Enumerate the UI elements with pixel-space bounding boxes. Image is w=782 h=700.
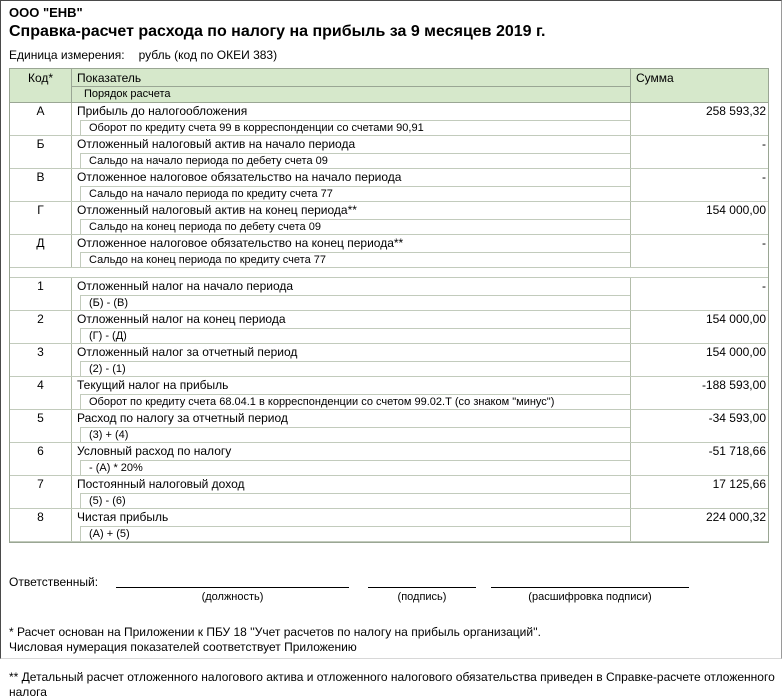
row-indicator: Расход по налогу за отчетный период <box>77 411 288 425</box>
row-sum: 17 125,66 <box>630 476 770 508</box>
row-code: Д <box>10 235 72 267</box>
company-name: ООО "ЕНВ" <box>9 5 83 20</box>
row-calc-order: (Г) - (Д) <box>80 328 630 343</box>
table-row: 4 Текущий налог на прибыль Оборот по кре… <box>10 377 768 410</box>
footnote-star-line1: * Расчет основан на Приложении к ПБУ 18 … <box>9 625 541 639</box>
table-row: 8 Чистая прибыль (А) + (5) 224 000,32 <box>10 509 768 542</box>
table-row: В Отложенное налоговое обязательство на … <box>10 169 768 202</box>
row-sum: - <box>630 235 770 267</box>
row-calc-order: - (А) * 20% <box>80 460 630 475</box>
row-code: В <box>10 169 72 201</box>
footnote-star-line2: Числовая нумерация показателей соответст… <box>9 640 357 654</box>
row-sum: 154 000,00 <box>630 202 770 234</box>
row-sum: -188 593,00 <box>630 377 770 409</box>
row-sum: - <box>630 169 770 201</box>
row-indicator: Отложенное налоговое обязательство на на… <box>77 170 402 184</box>
row-calc-order: (2) - (1) <box>80 361 630 376</box>
footnotes: * Расчет основан на Приложении к ПБУ 18 … <box>9 625 781 700</box>
row-calc-order: Сальдо на начало периода по кредиту счет… <box>80 186 630 201</box>
row-code: 7 <box>10 476 72 508</box>
row-code: 6 <box>10 443 72 475</box>
signature-line-sign <box>368 573 476 588</box>
row-calc-order: Сальдо на конец периода по кредиту счета… <box>80 252 630 267</box>
table-row: А Прибыль до налогообложения Оборот по к… <box>10 103 768 136</box>
row-code: 5 <box>10 410 72 442</box>
unit-of-measure: Единица измерения: рубль (код по ОКЕИ 383… <box>9 48 781 62</box>
table-row: 6 Условный расход по налогу - (А) * 20% … <box>10 443 768 476</box>
row-calc-order: Оборот по кредиту счета 99 в корреспонде… <box>80 120 630 135</box>
table-row: 2 Отложенный налог на конец периода (Г) … <box>10 311 768 344</box>
row-code: Г <box>10 202 72 234</box>
row-code: Б <box>10 136 72 168</box>
row-code: 8 <box>10 509 72 541</box>
table-row: 3 Отложенный налог за отчетный период (2… <box>10 344 768 377</box>
row-calc-order: Сальдо на конец периода по дебету счета … <box>80 219 630 234</box>
row-calc-order: (А) + (5) <box>80 526 630 541</box>
header-code: Код* <box>10 69 72 102</box>
signature-caption-sign: (подпись) <box>397 591 447 603</box>
row-indicator: Прибыль до налогообложения <box>77 104 248 118</box>
row-indicator: Отложенный налоговый актив на начало пер… <box>77 137 356 151</box>
row-indicator: Отложенный налоговый актив на конец пери… <box>77 203 357 217</box>
header-calc-order: Порядок расчета <box>84 88 171 100</box>
row-sum: 154 000,00 <box>630 344 770 376</box>
header-sum: Сумма <box>630 69 770 102</box>
unit-label: Единица измерения: <box>9 48 125 62</box>
row-indicator: Текущий налог на прибыль <box>77 378 229 392</box>
row-code: 3 <box>10 344 72 376</box>
table-row: 7 Постоянный налоговый доход (5) - (6) 1… <box>10 476 768 509</box>
row-code: А <box>10 103 72 135</box>
row-sum: - <box>630 136 770 168</box>
row-sum: 224 000,32 <box>630 509 770 541</box>
header-indicator-group: Показатель Порядок расчета <box>72 69 630 102</box>
footnote-double-star: ** Детальный расчет отложенного налогово… <box>9 670 775 699</box>
signature-caption-position: (должность) <box>201 591 264 603</box>
responsible-label: Ответственный: <box>9 575 99 589</box>
row-calc-order: Оборот по кредиту счета 68.04.1 в коррес… <box>80 394 630 409</box>
row-indicator: Отложенный налог за отчетный период <box>77 345 298 359</box>
row-calc-order: (3) + (4) <box>80 427 630 442</box>
signature-caption-fullname: (расшифровка подписи) <box>528 591 652 603</box>
signature-block: Ответственный: (должность) (подпись) (ра… <box>9 573 781 603</box>
table-row: Г Отложенный налоговый актив на конец пе… <box>10 202 768 235</box>
unit-value: рубль (код по ОКЕИ 383) <box>138 48 278 62</box>
header-indicator: Показатель <box>72 69 630 87</box>
separator-row <box>10 268 768 278</box>
row-indicator: Чистая прибыль <box>77 510 169 524</box>
row-code: 4 <box>10 377 72 409</box>
row-code: 2 <box>10 311 72 343</box>
row-sum: -34 593,00 <box>630 410 770 442</box>
row-indicator: Отложенный налог на конец периода <box>77 312 286 326</box>
report-table: Код* Показатель Порядок расчета Сумма А … <box>9 68 769 543</box>
table-row: 5 Расход по налогу за отчетный период (3… <box>10 410 768 443</box>
row-calc-order: (Б) - (В) <box>80 295 630 310</box>
row-code: 1 <box>10 278 72 310</box>
table-row: 1 Отложенный налог на начало периода (Б)… <box>10 278 768 311</box>
table-row: Д Отложенное налоговое обязательство на … <box>10 235 768 268</box>
table-header: Код* Показатель Порядок расчета Сумма <box>10 69 768 103</box>
row-indicator: Условный расход по налогу <box>77 444 232 458</box>
row-indicator: Отложенный налог на начало периода <box>77 279 294 293</box>
row-sum: 258 593,32 <box>630 103 770 135</box>
row-sum: - <box>630 278 770 310</box>
page-title: Справка-расчет расхода по налогу на приб… <box>9 23 546 40</box>
row-sum: -51 718,66 <box>630 443 770 475</box>
row-sum: 154 000,00 <box>630 311 770 343</box>
row-calc-order: (5) - (6) <box>80 493 630 508</box>
row-indicator: Постоянный налоговый доход <box>77 477 245 491</box>
row-indicator: Отложенное налоговое обязательство на ко… <box>77 236 404 250</box>
table-row: Б Отложенный налоговый актив на начало п… <box>10 136 768 169</box>
row-calc-order: Сальдо на начало периода по дебету счета… <box>80 153 630 168</box>
signature-line-fullname <box>491 573 689 588</box>
signature-line-position <box>116 573 349 588</box>
